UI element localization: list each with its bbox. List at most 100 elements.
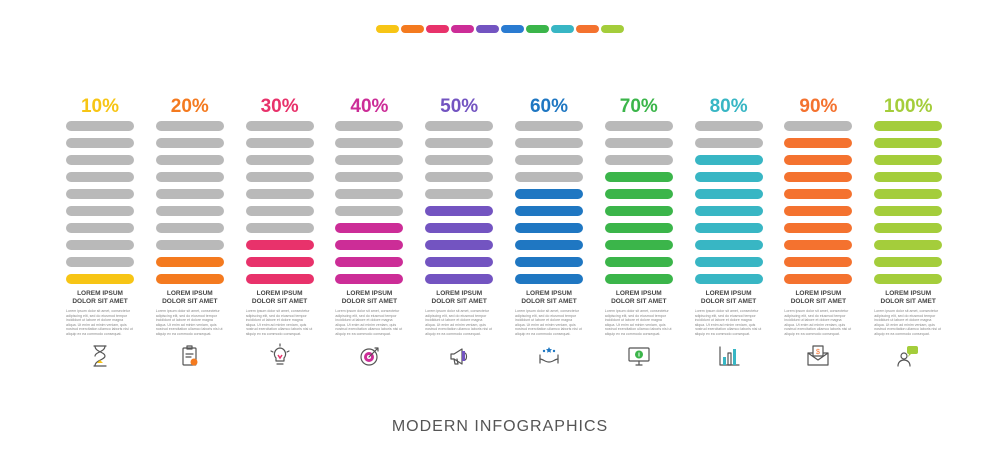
column-description: Lorem ipsum dolor sit amet, consectetur … — [874, 309, 941, 336]
percent-label: 100% — [883, 96, 933, 117]
clipboard-icon — [156, 343, 224, 369]
side-id-container: 955521848 — [2, 300, 12, 400]
progress-bar-segment — [245, 274, 314, 284]
progress-bar-segment — [694, 121, 763, 131]
infographic-column: 30% LOREM IPSUM DOLOR SIT AMET Lorem ipsum… — [245, 94, 314, 369]
progress-bar-segment — [335, 121, 404, 131]
strip-segment — [601, 25, 624, 33]
progress-bar-segment — [784, 189, 853, 199]
progress-bar-segment — [155, 223, 224, 233]
infographic-column: 10% LOREM IPSUM DOLOR SIT AMET Lorem ipsum… — [66, 94, 134, 369]
progress-bar-segment — [515, 206, 583, 216]
progress-bar-segment — [425, 121, 494, 131]
infographic-column: 40% LOREM IPSUM DOLOR SIT AMET Lorem ipsum… — [335, 94, 404, 369]
progress-bar-segment — [694, 257, 763, 267]
column-title: LOREM IPSUM DOLOR SIT AMET — [251, 290, 308, 305]
progress-bar-segment — [155, 121, 224, 131]
bar-stack — [66, 121, 134, 284]
strip-segment — [451, 25, 474, 33]
progress-bar-segment — [604, 257, 673, 267]
strip-segment — [526, 25, 549, 33]
column-description: Lorem ipsum dolor sit amet, consectetur … — [245, 309, 313, 336]
column-description: Lorem ipsum dolor sit amet, consectetur … — [155, 309, 223, 336]
column-title: LOREM IPSUM DOLOR SIT AMET — [431, 290, 487, 305]
percent-label: 90% — [799, 96, 838, 117]
progress-bar-segment — [66, 138, 134, 148]
progress-bar-segment — [335, 172, 404, 182]
progress-bar-segment — [515, 172, 583, 182]
bar-chart-icon — [695, 343, 763, 369]
bar-stack — [874, 121, 943, 284]
progress-bar-segment — [425, 257, 494, 267]
megaphone-icon — [425, 343, 493, 369]
progress-bar-segment — [604, 189, 673, 199]
progress-bar-segment — [604, 121, 673, 131]
bar-stack — [515, 121, 583, 284]
progress-bar-segment — [245, 189, 314, 199]
column-description: Lorem ipsum dolor sit amet, consectetur … — [694, 309, 762, 336]
progress-bar-segment — [335, 155, 404, 165]
progress-bar-segment — [694, 274, 763, 284]
progress-bar-segment — [874, 257, 943, 267]
progress-bar-segment — [694, 189, 763, 199]
progress-bar-segment — [335, 257, 404, 267]
progress-bar-segment — [604, 240, 673, 250]
progress-bar-segment — [515, 274, 583, 284]
progress-bar-segment — [425, 138, 494, 148]
infographic-column: 60% LOREM IPSUM DOLOR SIT AMET Lorem ipsum… — [515, 94, 583, 369]
progress-bar-segment — [874, 223, 943, 233]
infographic-column: 20% LOREM IPSUM DOLOR SIT AMET Lorem ipsum… — [155, 94, 224, 369]
bar-stack — [425, 121, 494, 284]
strip-segment — [476, 25, 499, 33]
progress-bar-segment — [694, 206, 763, 216]
progress-bar-segment — [874, 206, 943, 216]
progress-bar-segment — [335, 189, 404, 199]
progress-bar-segment — [694, 172, 763, 182]
footer-title: MODERN INFOGRAPHICS — [391, 418, 609, 435]
progress-bar-segment — [335, 240, 404, 250]
progress-bar-segment — [874, 138, 943, 148]
progress-bar-segment — [784, 206, 853, 216]
progress-bar-segment — [784, 155, 853, 165]
progress-bar-segment — [874, 121, 943, 131]
progress-bar-segment — [784, 274, 853, 284]
progress-bar-segment — [515, 121, 583, 131]
progress-bar-segment — [245, 257, 314, 267]
progress-bar-segment — [874, 189, 943, 199]
bar-stack — [155, 121, 224, 284]
progress-bar-segment — [245, 240, 314, 250]
strip-segment — [426, 25, 449, 33]
bar-stack — [335, 121, 404, 284]
progress-bar-segment — [155, 206, 224, 216]
column-title: LOREM IPSUM DOLOR SIT AMET — [341, 290, 398, 305]
progress-bar-segment — [335, 223, 404, 233]
progress-bar-segment — [66, 189, 134, 199]
progress-bar-segment — [694, 155, 763, 165]
strip-segment — [551, 25, 574, 33]
progress-bar-segment — [515, 257, 583, 267]
progress-bar-segment — [66, 155, 134, 165]
progress-bar-segment — [245, 121, 314, 131]
percent-label: 10% — [80, 96, 120, 117]
progress-bar-segment — [66, 240, 134, 250]
progress-bar-segment — [694, 240, 763, 250]
percent-label: 70% — [619, 96, 658, 117]
progress-bar-segment — [66, 172, 134, 182]
column-title: LOREM IPSUM DOLOR SIT AMET — [162, 290, 218, 305]
column-description: Lorem ipsum dolor sit amet, consectetur … — [425, 309, 492, 336]
progress-bar-segment — [245, 172, 314, 182]
progress-bar-segment — [515, 223, 583, 233]
progress-bar-segment — [604, 206, 673, 216]
column-title: LOREM IPSUM DOLOR SIT AMET — [521, 290, 577, 305]
progress-bar-segment — [425, 206, 494, 216]
progress-bar-segment — [874, 240, 943, 250]
progress-bar-segment — [515, 138, 583, 148]
hands-stars-icon — [515, 343, 583, 369]
strip-segment — [401, 25, 424, 33]
column-title: LOREM IPSUM DOLOR SIT AMET — [611, 290, 667, 305]
progress-bar-segment — [425, 240, 494, 250]
column-description: Lorem ipsum dolor sit amet, consectetur … — [335, 309, 403, 336]
bar-stack — [604, 121, 673, 284]
column-title: LOREM IPSUM DOLOR SIT AMET — [700, 290, 757, 305]
progress-bar-segment — [155, 189, 224, 199]
